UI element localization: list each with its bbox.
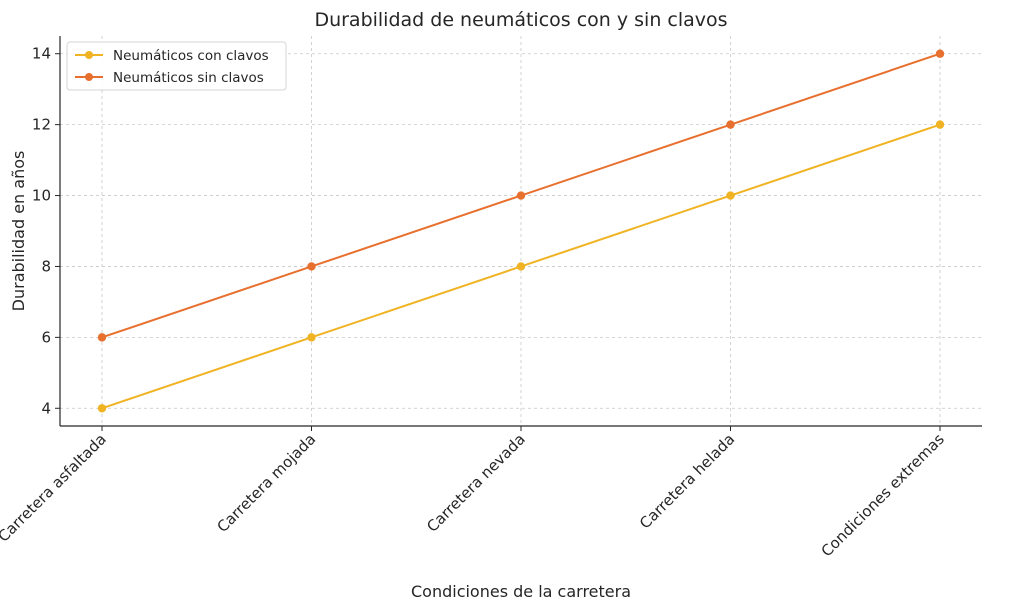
x-tick-label: Carretera mojada <box>213 430 319 536</box>
data-point <box>307 333 316 342</box>
data-point <box>726 191 735 200</box>
x-tick-label: Carretera asfaltada <box>0 430 110 545</box>
grid <box>60 36 982 426</box>
legend-label: Neumáticos con clavos <box>113 48 269 64</box>
legend-item: Neumáticos con clavos <box>75 48 269 64</box>
y-tick-label: 6 <box>41 328 51 346</box>
legend-box <box>66 41 287 91</box>
legend-item: Neumáticos sin clavos <box>75 70 264 86</box>
series-1 <box>97 120 945 413</box>
data-point <box>516 191 526 200</box>
legend-swatch-marker <box>85 73 93 81</box>
legend: Neumáticos con clavos Neumáticos sin clav… <box>66 41 287 91</box>
x-tick-label: Condiciones extremas <box>818 430 948 560</box>
x-tick-labels: Carretera asfaltada Carretera mojada Carre… <box>0 426 948 560</box>
y-tick-label: 14 <box>32 45 51 63</box>
chart-title: Durabilidad de neumáticos con y sin clav… <box>314 9 727 31</box>
x-tick-label: Carretera nevada <box>423 430 529 536</box>
x-tick-label: Carretera helada <box>636 430 738 532</box>
y-tick-label: 10 <box>32 187 51 205</box>
series <box>97 49 945 413</box>
data-point <box>935 49 945 58</box>
y-axis-label: Durabilidad en años <box>9 151 28 312</box>
series-2 <box>97 49 945 342</box>
y-tick-labels: 4 6 8 10 12 14 <box>32 45 60 417</box>
legend-swatch-marker <box>85 51 93 59</box>
x-axis-label: Condiciones de la carretera <box>411 582 631 601</box>
data-point <box>516 262 526 271</box>
y-tick-label: 4 <box>41 399 51 417</box>
data-point <box>307 262 316 271</box>
data-point <box>97 404 107 413</box>
y-tick-label: 8 <box>41 257 51 275</box>
data-point <box>726 120 735 129</box>
legend-label: Neumáticos sin clavos <box>113 70 264 86</box>
data-point <box>97 333 107 342</box>
y-tick-label: 12 <box>32 116 51 134</box>
data-point <box>935 120 945 129</box>
